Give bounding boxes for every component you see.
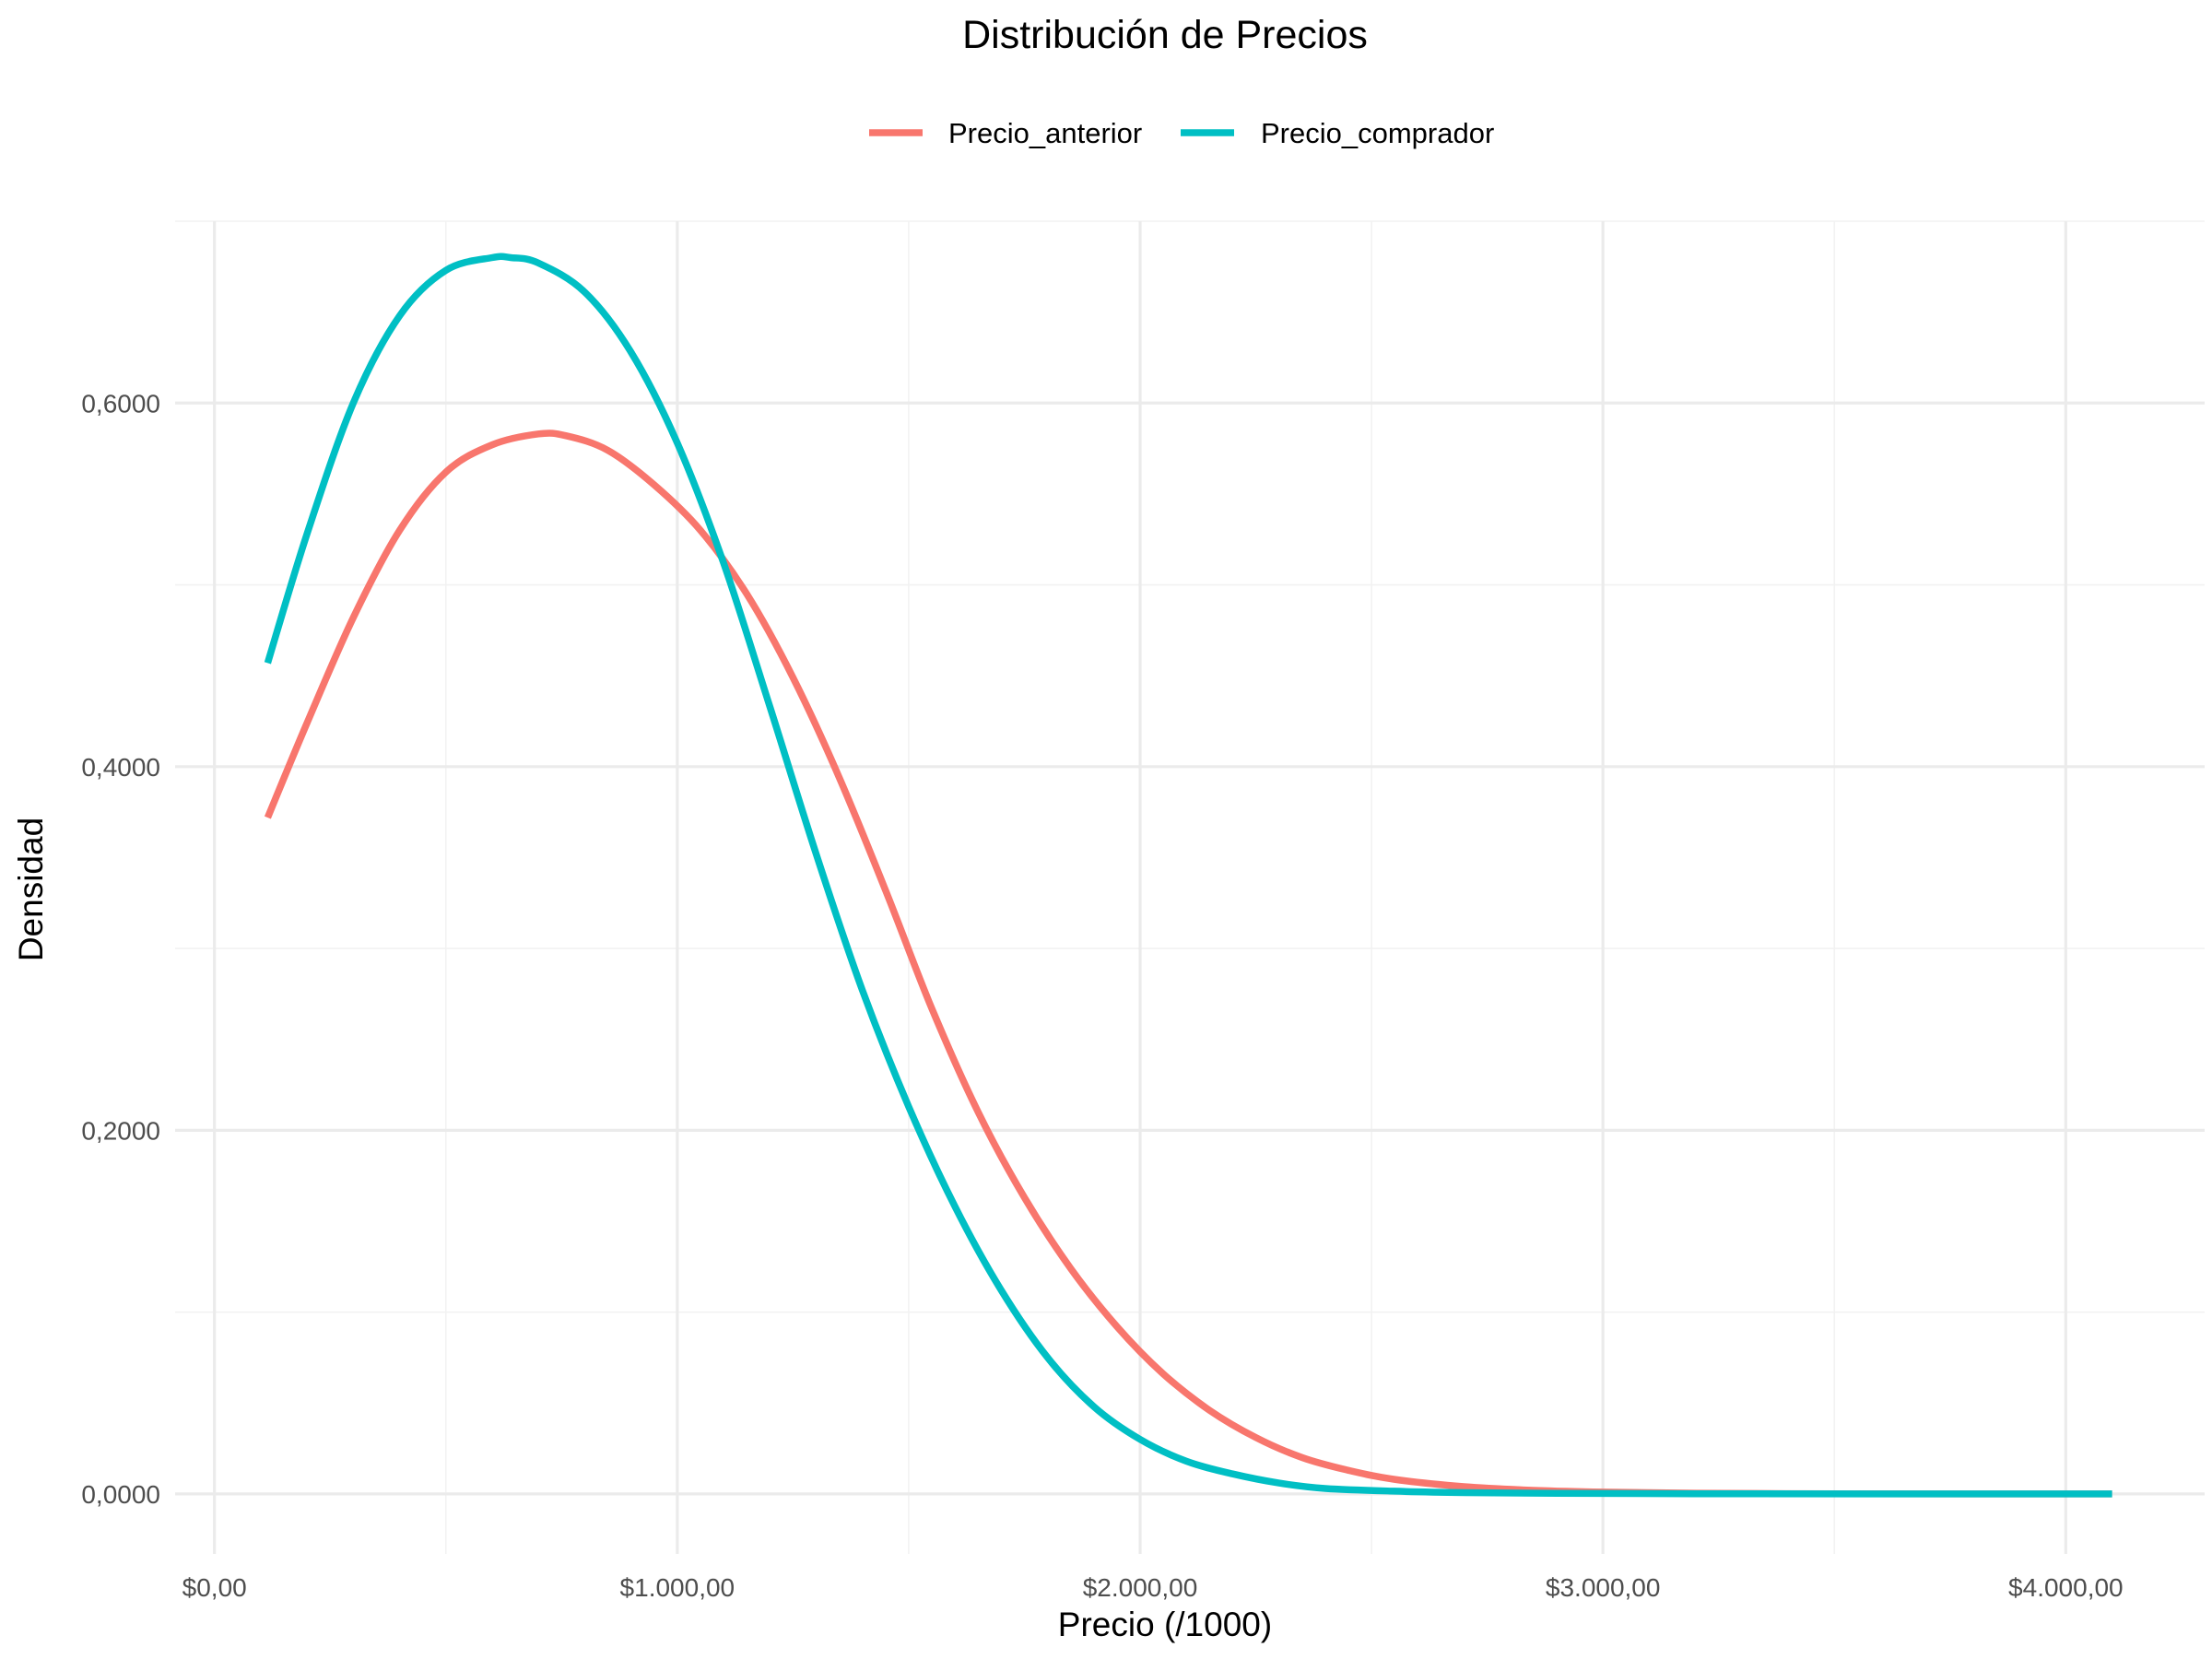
x-axis-label: Precio (/1000)	[1058, 1606, 1272, 1643]
legend-label-precio-comprador: Precio_comprador	[1261, 117, 1494, 149]
series-line-precio-comprador	[264, 253, 2112, 1498]
y-tick-label: 0,2000	[81, 1116, 160, 1145]
y-tick-label: 0,4000	[81, 753, 160, 782]
plot-grid	[175, 220, 2205, 1554]
x-tick-label: $2.000,00	[1083, 1573, 1198, 1602]
x-axis-ticks: $0,00 $1.000,00 $2.000,00 $3.000,00 $4.000,0…	[182, 1573, 2124, 1602]
y-tick-label: 0,0000	[81, 1480, 160, 1509]
x-tick-label: $0,00	[182, 1573, 247, 1602]
y-axis-ticks: 0,0000 0,2000 0,4000 0,6000	[81, 389, 160, 1509]
legend-label-precio-anterior: Precio_anterior	[948, 117, 1142, 149]
x-tick-label: $4.000,00	[2008, 1573, 2124, 1602]
chart-title: Distribución de Precios	[962, 13, 1368, 57]
series-layer	[264, 253, 2112, 1498]
legend: Precio_anterior Precio_comprador	[869, 117, 1494, 149]
y-tick-label: 0,6000	[81, 389, 160, 418]
x-tick-label: $3.000,00	[1546, 1573, 1661, 1602]
x-tick-label: $1.000,00	[620, 1573, 735, 1602]
series-line-precio-anterior	[264, 429, 2112, 1498]
y-axis-label: Densidad	[12, 818, 50, 961]
